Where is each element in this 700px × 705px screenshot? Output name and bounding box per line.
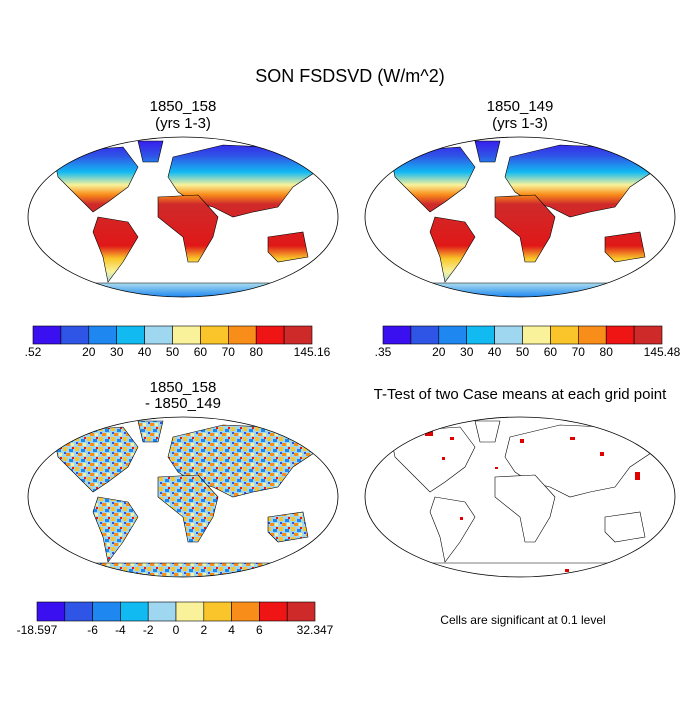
colorbar-box	[283, 325, 313, 345]
colorbar-label: 0	[173, 623, 180, 637]
colorbar-label: 70	[572, 345, 586, 359]
colorbar-label: .35	[375, 345, 392, 359]
colorbar-box	[175, 601, 205, 622]
panel-title: - 1850_149	[145, 395, 221, 412]
colorbar-label: 40	[488, 345, 502, 359]
colorbar-box	[120, 601, 149, 622]
panel-title: (yrs 1-3)	[155, 115, 211, 132]
map-panel	[364, 136, 676, 298]
colorbar-box	[550, 325, 579, 345]
colorbar-label: -4	[115, 623, 126, 637]
colorbar-label: 80	[250, 345, 264, 359]
colorbar-box	[577, 325, 607, 345]
panel-title: (yrs 1-3)	[492, 115, 548, 132]
colorbar-box	[60, 325, 90, 345]
colorbar-box	[259, 601, 288, 622]
colorbar-box	[203, 601, 232, 622]
colorbar-box	[144, 325, 173, 345]
colorbar-label: 30	[460, 345, 474, 359]
colorbar-box	[64, 601, 93, 622]
colorbar-label: 145.16	[294, 345, 331, 359]
colorbar-label: .52	[25, 345, 42, 359]
colorbar-box	[605, 325, 635, 345]
colorbar-box	[438, 325, 467, 345]
colorbar-box	[172, 325, 201, 345]
colorbar-label: 50	[516, 345, 530, 359]
panel-title: 1850_158	[150, 98, 217, 115]
panel-title: T-Test of two Case means at each grid po…	[374, 386, 667, 403]
colorbar-box	[228, 325, 257, 345]
colorbar-label: -18.597	[17, 623, 58, 637]
note: Cells are significant at 0.1 level	[440, 613, 605, 627]
figure-title: SON FSDSVD (W/m^2)	[255, 66, 444, 86]
colorbar-label: 70	[222, 345, 236, 359]
colorbar-box	[231, 601, 260, 622]
colorbar-box	[88, 325, 118, 345]
colorbar-label: 20	[432, 345, 446, 359]
colorbar-label: 4	[228, 623, 235, 637]
colorbar-label: 30	[110, 345, 124, 359]
colorbar-box	[466, 325, 495, 345]
colorbar-box	[286, 601, 316, 622]
colorbar-label: 40	[138, 345, 152, 359]
colorbar-box	[410, 325, 440, 345]
colorbar-box	[32, 325, 62, 345]
colorbar-box	[494, 325, 523, 345]
colorbar-label: 6	[256, 623, 263, 637]
colorbar-box	[147, 601, 177, 622]
colorbar-box	[200, 325, 229, 345]
colorbar-label: 2	[200, 623, 207, 637]
colorbar-box	[633, 325, 663, 345]
colorbar-box	[92, 601, 121, 622]
map-panel	[27, 416, 339, 578]
map-panel	[27, 136, 339, 298]
map-panel	[364, 416, 676, 578]
colorbar-label: -2	[143, 623, 154, 637]
colorbar-box	[36, 601, 66, 622]
colorbar-label: 32.347	[297, 623, 334, 637]
colorbar-box	[116, 325, 145, 345]
colorbar-box	[382, 325, 412, 345]
colorbar-label: 60	[194, 345, 208, 359]
colorbar-label: 50	[166, 345, 180, 359]
colorbar-label: 80	[600, 345, 614, 359]
colorbar-label: 145.48	[644, 345, 681, 359]
colorbar-label: 60	[544, 345, 558, 359]
colorbar-label: 20	[82, 345, 96, 359]
colorbar-box	[522, 325, 551, 345]
panel-title: 1850_149	[487, 98, 554, 115]
panel-title: 1850_158	[150, 379, 217, 396]
colorbar-box	[255, 325, 285, 345]
colorbar-label: -6	[87, 623, 98, 637]
